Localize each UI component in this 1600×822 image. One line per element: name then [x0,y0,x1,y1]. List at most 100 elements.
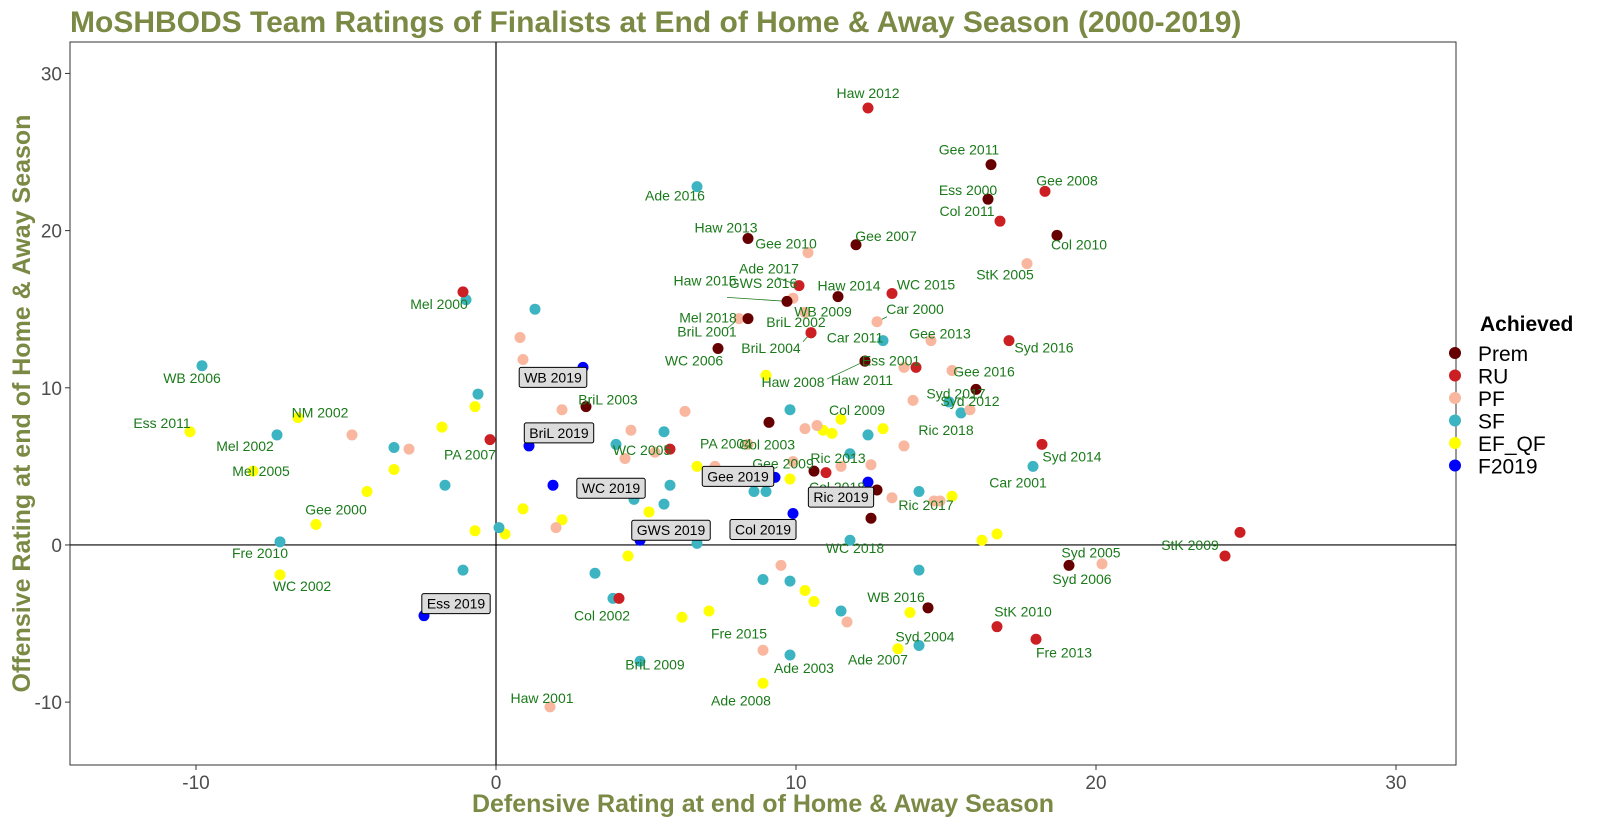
point-haw-2011 [859,355,871,367]
label-wc-2002: WC 2002 [273,578,332,594]
label-ess-2000: Ess 2000 [939,182,998,198]
point-pf [907,394,919,406]
point-fre-2015 [757,644,769,656]
point-car-2011 [877,335,889,347]
point-ef-qf [556,514,568,526]
point-ef-qf [826,427,838,439]
point-sf [457,564,469,576]
label-haw-2015: Haw 2015 [673,272,736,288]
label-ric-2018: Ric 2018 [918,422,973,438]
x-tick-label: 20 [1085,773,1106,794]
data-points [184,102,1246,713]
point-sf [862,429,874,441]
x-tick-label: 0 [491,773,502,794]
point-gee-2008 [1039,185,1051,197]
label-syd-2005: Syd 2005 [1061,544,1120,560]
label-bril-2002: BriL 2002 [766,314,826,330]
point-pf [865,459,877,471]
label-ade-2008: Ade 2008 [711,692,771,708]
point-haw-2013 [742,232,754,244]
point-col-2018 [871,484,883,496]
label-haw-2013: Haw 2013 [694,219,757,235]
label-wc-2018: WC 2018 [826,540,885,556]
point-ef-qf [361,486,373,498]
point-wb-2016 [922,602,934,614]
point-pf [898,361,910,373]
point-mel-2002 [271,429,283,441]
label-col-2011: Col 2011 [939,203,994,219]
label-box-wc-2019 [576,477,646,499]
point-ef-qf [946,490,958,502]
point-syd-2016 [1003,335,1015,347]
point-pf [799,423,811,435]
point-car-2000 [871,316,883,328]
label-mel-2000: Mel 2000 [410,296,468,312]
point-bril-2001 [733,313,745,325]
label-col-2002: Col 2002 [574,607,630,623]
point-mel-2000 [457,286,469,298]
point-wc-2002 [274,569,286,581]
legend-label-sf: SF [1478,411,1505,434]
label-syd-2006: Syd 2006 [1052,571,1111,587]
point-sf [943,396,955,408]
label-syd-2016: Syd 2016 [1014,340,1073,356]
label-ade-2003: Ade 2003 [774,660,834,676]
point-sf [472,388,484,400]
label-col-2019: Col 2019 [735,522,791,538]
legend-key-f2019 [1449,459,1461,472]
point-haw-2014 [832,291,844,303]
point-col-2002 [613,592,625,604]
point-pf [346,429,358,441]
legend-label-ef-qf: EF_QF [1478,433,1546,456]
point-sf [529,303,541,315]
point-syd-2006 [1096,558,1108,570]
point-sf [913,486,925,498]
point-ef-qf [676,611,688,623]
y-tick-label: 10 [41,379,62,400]
label-ess-2011: Ess 2011 [133,415,191,431]
point-ade-2007 [892,643,904,655]
point-bril-2003 [580,401,592,413]
point-wb-2009 [799,306,811,318]
point-ade-2008 [757,677,769,689]
point-pa-2007 [484,434,496,446]
label-pa-2004: PA 2004 [700,435,752,451]
point-pf [514,331,526,343]
label-mel-2018: Mel 2018 [679,310,737,326]
x-tick-label: 30 [1385,773,1406,794]
point-col-2003 [763,416,775,428]
label-car-2001: Car 2001 [989,474,1047,490]
label-ric-2017: Ric 2017 [898,497,953,513]
point-stk-2005 [1021,258,1033,270]
point-ef-qf [760,369,772,381]
label-syd-2004: Syd 2004 [895,629,954,645]
axis-ticks: -10 0 10 20 30 -10 0 10 20 30 [35,64,1407,794]
x-tick-label: -10 [182,773,209,794]
point-ef-qf [904,607,916,619]
label-ade-2007: Ade 2007 [848,652,908,668]
point-ric-2013 [844,448,856,460]
label-stk-2009: StK 2009 [1161,537,1219,553]
point-haw-2015 [781,295,793,307]
point-pf [619,453,631,465]
point-pf [775,559,787,571]
point-syd-2005 [1063,559,1075,571]
label-car-2000: Car 2000 [886,301,944,317]
label-wc-2005: WC 2005 [613,442,672,458]
label-box-bril-2019 [523,422,595,444]
label-haw-2011: Haw 2011 [831,372,893,388]
point-sf [760,486,772,498]
point-syd-2017 [970,383,982,395]
point-pf [841,616,853,628]
label-gee-2011: Gee 2011 [939,142,1000,158]
label-gee-2000: Gee 2000 [305,502,367,518]
point-pf [835,460,847,472]
point-col-2019 [787,508,799,520]
label-wb-2009: WB 2009 [794,303,852,319]
y-tick-label: 0 [51,536,62,557]
label-bril-2019: BriL 2019 [529,425,589,441]
point-ef-qf [808,596,820,608]
label-gee-2016: Gee 2016 [953,363,1015,379]
